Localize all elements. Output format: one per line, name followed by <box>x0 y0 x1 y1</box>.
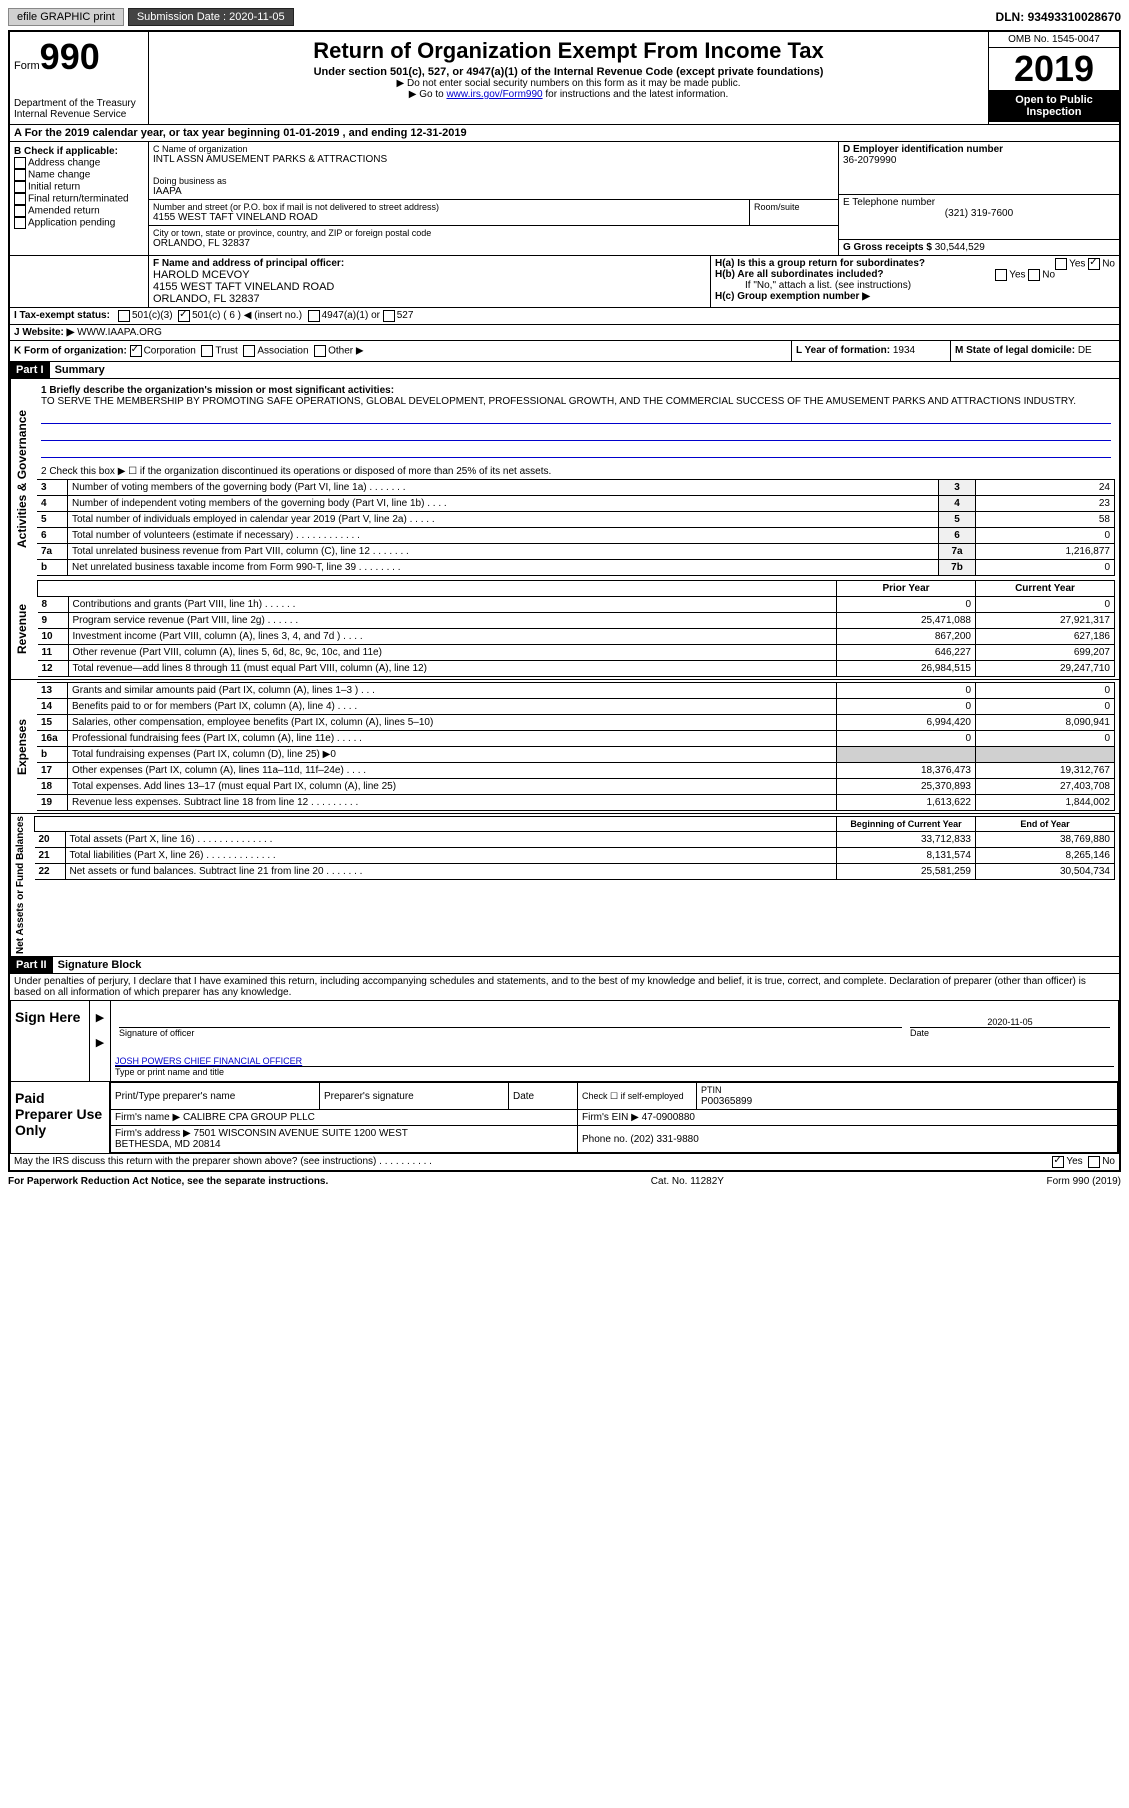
address: 4155 WEST TAFT VINELAND ROAD <box>153 212 745 223</box>
table-row: 21Total liabilities (Part X, line 26) . … <box>35 848 1115 864</box>
gross-receipts: 30,544,529 <box>935 242 985 253</box>
ein: 36-2079990 <box>843 155 1115 166</box>
part1-body: Activities & Governance 1 Briefly descri… <box>10 379 1119 578</box>
irs-link[interactable]: www.irs.gov/Form990 <box>446 89 542 100</box>
tax-exempt-row: I Tax-exempt status: 501(c)(3) 501(c) ( … <box>10 308 1119 325</box>
dba: IAAPA <box>153 186 834 197</box>
table-row: 12Total revenue—add lines 8 through 11 (… <box>38 661 1115 677</box>
table-row: 10Investment income (Part VIII, column (… <box>38 629 1115 645</box>
table-row: 7aTotal unrelated business revenue from … <box>37 544 1115 560</box>
table-row: 3Number of voting members of the governi… <box>37 480 1115 496</box>
rev-table: Prior YearCurrent Year 8Contributions an… <box>37 580 1115 677</box>
table-row: bTotal fundraising expenses (Part IX, co… <box>37 747 1115 763</box>
exp-table: 13Grants and similar amounts paid (Part … <box>37 682 1115 811</box>
form-container: Form990 Department of the Treasury Inter… <box>8 30 1121 1172</box>
table-row: 22Net assets or fund balances. Subtract … <box>35 864 1115 880</box>
penalty: Under penalties of perjury, I declare th… <box>10 974 1119 1000</box>
revenue-section: Revenue Prior YearCurrent Year 8Contribu… <box>10 578 1119 680</box>
omb: OMB No. 1545-0047 <box>989 32 1119 48</box>
dln: DLN: 93493310028670 <box>996 10 1121 24</box>
dept: Department of the Treasury Internal Reve… <box>14 98 144 120</box>
officer-sig: JOSH POWERS CHIEF FINANCIAL OFFICER <box>115 1056 302 1066</box>
table-row: 9Program service revenue (Part VIII, lin… <box>38 613 1115 629</box>
part1-header: Part I Summary <box>10 362 1119 379</box>
table-row: bNet unrelated business taxable income f… <box>37 560 1115 576</box>
e-label: E Telephone number <box>843 197 1115 208</box>
org-name: INTL ASSN AMUSEMENT PARKS & ATTRACTIONS <box>153 154 834 165</box>
b-opt: Name change <box>14 169 144 181</box>
gov-table: 3Number of voting members of the governi… <box>37 479 1115 576</box>
city: ORLANDO, FL 32837 <box>153 238 834 249</box>
table-row: 18Total expenses. Add lines 13–17 (must … <box>37 779 1115 795</box>
table-row: 5Total number of individuals employed in… <box>37 512 1115 528</box>
table-row: 6Total number of volunteers (estimate if… <box>37 528 1115 544</box>
table-row: 19Revenue less expenses. Subtract line 1… <box>37 795 1115 811</box>
f-label: F Name and address of principal officer: <box>153 258 706 269</box>
d-label: D Employer identification number <box>843 144 1115 155</box>
subtitle: Under section 501(c), 527, or 4947(a)(1)… <box>153 66 984 78</box>
table-row: 4Number of independent voting members of… <box>37 496 1115 512</box>
mission: TO SERVE THE MEMBERSHIP BY PROMOTING SAF… <box>41 396 1076 407</box>
note2: ▶ Go to www.irs.gov/Form990 for instruct… <box>153 89 984 100</box>
phone: (321) 319-7600 <box>843 208 1115 219</box>
table-row: 20Total assets (Part X, line 16) . . . .… <box>35 832 1115 848</box>
b-label: B Check if applicable: <box>14 146 144 157</box>
section-f-h: F Name and address of principal officer:… <box>10 256 1119 308</box>
table-row: 15Salaries, other compensation, employee… <box>37 715 1115 731</box>
h-c: H(c) Group exemption number ▶ <box>715 291 1115 302</box>
footer: For Paperwork Reduction Act Notice, see … <box>8 1176 1121 1187</box>
table-row: 16aProfessional fundraising fees (Part I… <box>37 731 1115 747</box>
tax-year: 2019 <box>989 48 1119 90</box>
website: WWW.IAAPA.ORG <box>77 327 162 338</box>
h-b: H(b) Are all subordinates included? Yes … <box>715 269 1115 280</box>
b-opt: Address change <box>14 157 144 169</box>
k-l-m-row: K Form of organization: Corporation Trus… <box>10 341 1119 362</box>
top-bar: efile GRAPHIC print Submission Date : 20… <box>8 8 1121 26</box>
submission-btn[interactable]: Submission Date : 2020-11-05 <box>128 8 294 26</box>
h-b-note: If "No," attach a list. (see instruction… <box>715 280 1115 291</box>
h-a: H(a) Is this a group return for subordin… <box>715 258 1115 269</box>
discuss-row: May the IRS discuss this return with the… <box>10 1154 1119 1170</box>
table-row: 14Benefits paid to or for members (Part … <box>37 699 1115 715</box>
netassets-section: Net Assets or Fund Balances Beginning of… <box>10 814 1119 957</box>
paid-preparer: Paid Preparer Use Only Print/Type prepar… <box>10 1082 1119 1154</box>
addr-label: Number and street (or P.O. box if mail i… <box>153 202 745 212</box>
activities-label: Activities & Governance <box>10 379 33 578</box>
part2-header: Part II Signature Block <box>10 957 1119 974</box>
form-title: Return of Organization Exempt From Incom… <box>153 38 984 64</box>
q2: 2 Check this box ▶ ☐ if the organization… <box>37 464 1115 479</box>
dba-label: Doing business as <box>153 176 834 186</box>
net-table: Beginning of Current YearEnd of Year 20T… <box>34 816 1115 880</box>
b-opt: Final return/terminated <box>14 193 144 205</box>
city-label: City or town, state or province, country… <box>153 228 834 238</box>
table-row: 17Other expenses (Part IX, column (A), l… <box>37 763 1115 779</box>
efile-btn[interactable]: efile GRAPHIC print <box>8 8 124 26</box>
table-row: 11Other revenue (Part VIII, column (A), … <box>38 645 1115 661</box>
officer-name: HAROLD MCEVOY <box>153 269 706 281</box>
q1: 1 Briefly describe the organization's mi… <box>37 381 1115 464</box>
inspection: Open to Public Inspection <box>989 90 1119 122</box>
table-row: 8Contributions and grants (Part VIII, li… <box>38 597 1115 613</box>
section-b-to-g: B Check if applicable: Address change Na… <box>10 142 1119 256</box>
officer-addr: 4155 WEST TAFT VINELAND ROAD ORLANDO, FL… <box>153 281 706 305</box>
g-label: G Gross receipts $ <box>843 242 932 253</box>
note1: ▶ Do not enter social security numbers o… <box>153 78 984 89</box>
expenses-section: Expenses 13Grants and similar amounts pa… <box>10 680 1119 814</box>
b-opt: Initial return <box>14 181 144 193</box>
header: Form990 Department of the Treasury Inter… <box>10 32 1119 125</box>
website-row: J Website: ▶ WWW.IAAPA.ORG <box>10 325 1119 341</box>
table-row: 13Grants and similar amounts paid (Part … <box>37 683 1115 699</box>
sign-here: Sign Here ▶▶ Signature of officer 2020-1… <box>10 1000 1119 1082</box>
tax-year-line: A For the 2019 calendar year, or tax yea… <box>10 125 1119 142</box>
c-name-label: C Name of organization <box>153 144 834 154</box>
preparer-table: Print/Type preparer's name Preparer's si… <box>110 1082 1118 1153</box>
form-number: Form990 <box>14 36 144 78</box>
room-label: Room/suite <box>750 200 838 225</box>
b-opt: Amended return <box>14 205 144 217</box>
b-opt: Application pending <box>14 217 144 229</box>
